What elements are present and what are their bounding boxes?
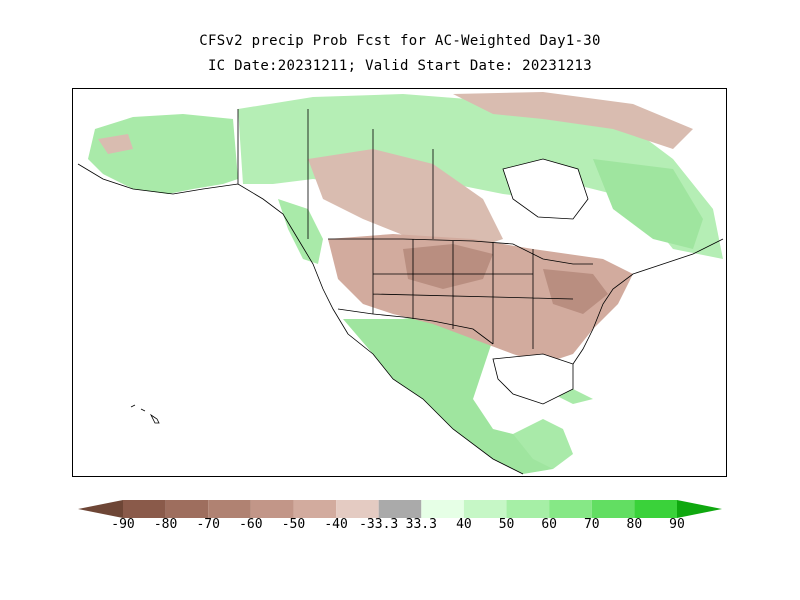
colorbar-segment xyxy=(123,500,166,518)
hawaii-islands xyxy=(130,404,160,424)
colorbar-segment xyxy=(165,500,209,518)
colorbar-tick-label: -90 xyxy=(111,517,135,532)
colorbar-segment xyxy=(378,500,422,518)
gulf-of-mexico xyxy=(492,353,574,405)
colorbar-segment xyxy=(634,500,677,518)
colorbar-tick-label: 40 xyxy=(456,517,472,532)
central-america-region xyxy=(513,419,573,469)
mexico-region xyxy=(343,314,553,474)
colorbar-segment xyxy=(549,500,592,518)
colorbar-segment xyxy=(463,500,507,518)
pacific-northwest-region xyxy=(278,199,323,264)
colorbar-segment xyxy=(506,500,550,518)
great-lakes-dark-region xyxy=(403,244,493,289)
forecast-map xyxy=(72,88,727,477)
colorbar-left-arrow xyxy=(78,500,123,518)
colorbar-tick-label: -70 xyxy=(196,517,220,532)
state-lines xyxy=(372,239,574,349)
map-subtitle: IC Date:20231211; Valid Start Date: 2023… xyxy=(207,58,593,74)
western-canada-region xyxy=(308,149,503,249)
alaska-region xyxy=(88,114,238,194)
colorbar xyxy=(78,500,722,518)
alaska-southwest-patch xyxy=(98,134,133,154)
colorbar-segment xyxy=(336,500,379,518)
us-mexico-border xyxy=(337,308,494,345)
map-title: CFSv2 precip Prob Fcst for AC-Weighted D… xyxy=(199,33,601,49)
colorbar-tick-label: -33.3 xyxy=(359,517,399,532)
hawaii-outline xyxy=(130,404,160,424)
hudson-bay xyxy=(502,158,589,220)
colorbar-tick-label: 33.3 xyxy=(405,517,437,532)
colorbar-tick-label: 50 xyxy=(498,517,515,532)
colorbar-segments xyxy=(78,500,722,518)
east-coast xyxy=(572,238,724,365)
united-states-region xyxy=(328,234,633,364)
below-normal-regions xyxy=(98,92,693,364)
west-coast xyxy=(77,163,524,475)
us-canada-border xyxy=(328,238,593,265)
northeast-canada-region xyxy=(593,159,703,249)
colorbar-tick-label: -50 xyxy=(281,517,306,532)
colorbar-tick-label: 70 xyxy=(583,517,600,532)
colorbar-tick-label: 60 xyxy=(541,517,557,532)
above-normal-regions xyxy=(88,94,723,474)
colorbar-segment xyxy=(293,500,337,518)
colorbar-tick-label: 80 xyxy=(626,517,643,532)
colorbar-tick-label: -80 xyxy=(153,517,178,532)
colorbar-segment xyxy=(208,500,251,518)
colorbar-segment xyxy=(591,500,635,518)
colorbar-right-arrow xyxy=(677,500,722,518)
coastlines xyxy=(77,109,724,475)
arctic-islands-region xyxy=(453,92,693,149)
canada-province-lines xyxy=(237,109,434,239)
colorbar-segment xyxy=(250,500,294,518)
colorbar-tick-label: 90 xyxy=(669,517,685,532)
colorbar-segment xyxy=(421,500,464,518)
northeast-dark-region xyxy=(543,269,608,314)
near-normal-regions xyxy=(492,158,589,405)
colorbar-tick-label: -60 xyxy=(239,517,263,532)
north-america-map-svg xyxy=(77,92,724,475)
colorbar-tick-label: -40 xyxy=(324,517,348,532)
northern-canada-region xyxy=(238,94,723,259)
